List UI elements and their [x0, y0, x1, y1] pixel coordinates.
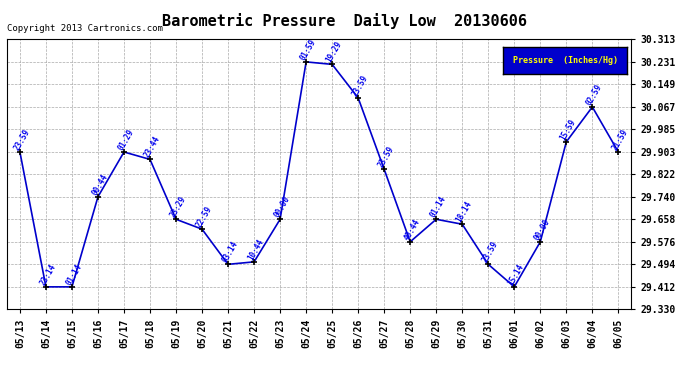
Text: 10:44: 10:44 [246, 237, 266, 262]
Text: 15:14: 15:14 [506, 262, 526, 287]
Text: 23:59: 23:59 [351, 74, 370, 98]
Text: 18:14: 18:14 [455, 200, 474, 224]
Text: 00:00: 00:00 [533, 217, 552, 242]
Text: 21:59: 21:59 [611, 128, 630, 152]
Text: 00:44: 00:44 [90, 172, 110, 197]
Text: 01:29: 01:29 [116, 128, 135, 152]
Text: 23:44: 23:44 [142, 135, 161, 159]
Text: 22:59: 22:59 [195, 205, 214, 229]
Text: 03:14: 03:14 [220, 240, 239, 264]
Text: 02:59: 02:59 [584, 82, 604, 107]
Text: 23:29: 23:29 [168, 195, 188, 219]
Text: 01:14: 01:14 [428, 195, 448, 219]
Text: 23:59: 23:59 [376, 145, 396, 169]
Text: Copyright 2013 Cartronics.com: Copyright 2013 Cartronics.com [7, 24, 163, 33]
Text: 40:44: 40:44 [402, 217, 422, 242]
Text: 19:29: 19:29 [324, 40, 344, 64]
Text: 00:00: 00:00 [273, 195, 292, 219]
Text: 23:14: 23:14 [38, 262, 57, 287]
Text: 01:59: 01:59 [298, 38, 317, 62]
Text: 01:14: 01:14 [64, 262, 83, 287]
Text: 23:59: 23:59 [12, 128, 32, 152]
Text: 15:59: 15:59 [558, 117, 578, 142]
Text: Barometric Pressure  Daily Low  20130606: Barometric Pressure Daily Low 20130606 [163, 13, 527, 29]
Text: 23:59: 23:59 [480, 240, 500, 264]
